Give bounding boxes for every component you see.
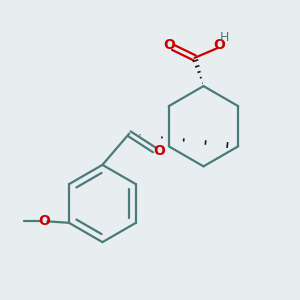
- Text: O: O: [163, 38, 175, 52]
- Text: O: O: [153, 145, 165, 158]
- Text: H: H: [220, 32, 229, 44]
- Text: O: O: [213, 38, 225, 52]
- Text: O: O: [38, 214, 50, 228]
